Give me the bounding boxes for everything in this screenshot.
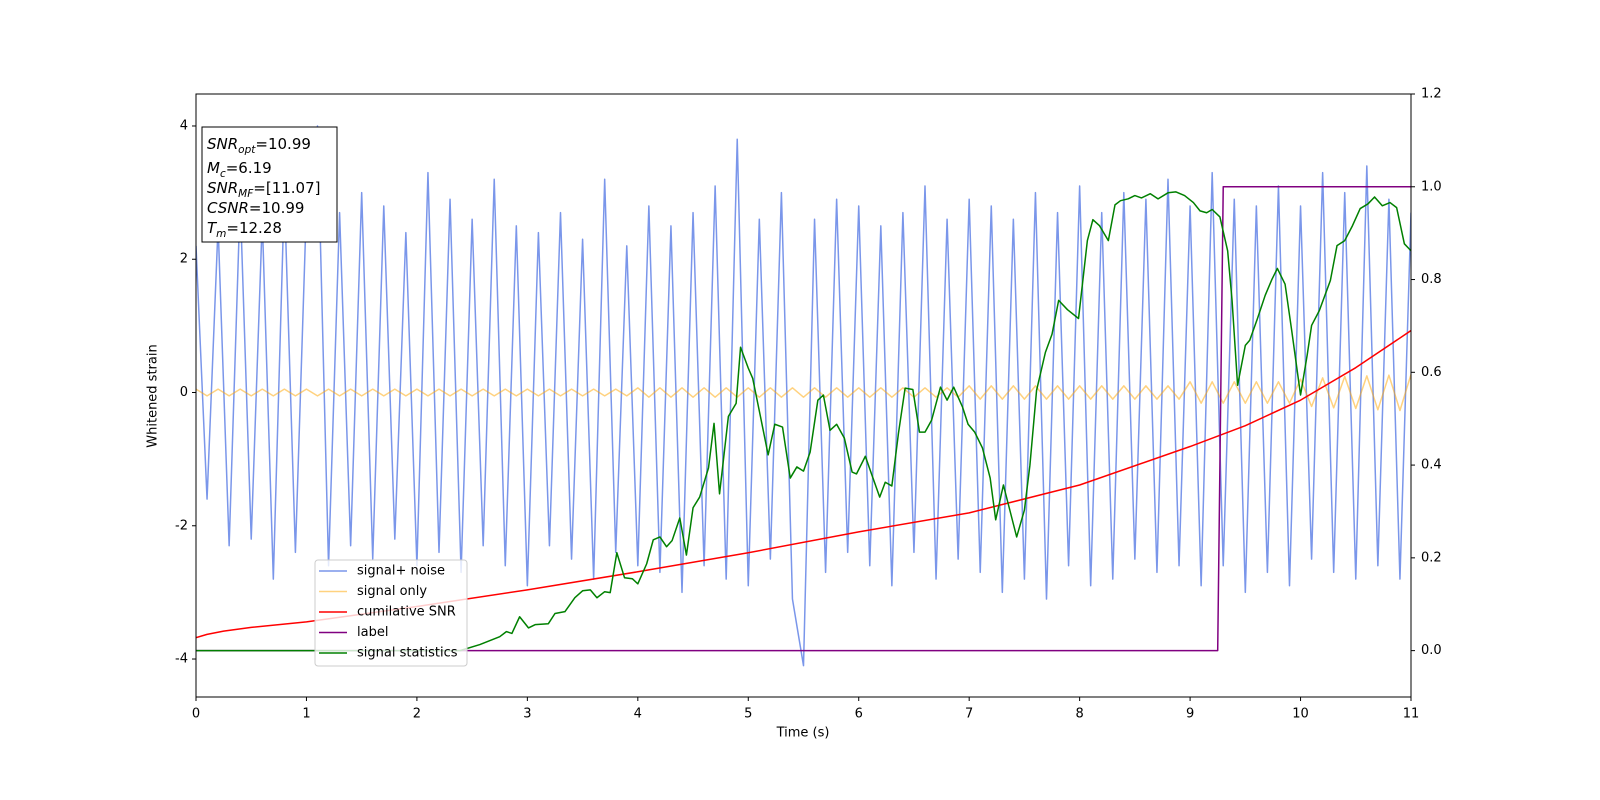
- x-tick-label: 8: [1075, 707, 1083, 722]
- y2-tick-label: 1.2: [1421, 87, 1442, 102]
- legend-label: cumilative SNR: [357, 605, 456, 620]
- annotation-box: [201, 126, 338, 243]
- annotation-sub: MF: [238, 188, 254, 200]
- y2-tick-label: 0.0: [1421, 643, 1442, 658]
- y-tick-label: -2: [175, 518, 188, 533]
- x-tick-label: 2: [413, 707, 421, 722]
- x-tick-label: 5: [744, 707, 752, 722]
- legend-label: signal only: [357, 584, 427, 599]
- y2-tick-label: 1.0: [1421, 179, 1442, 194]
- y2-tick-label: 0.2: [1421, 550, 1442, 565]
- x-tick-label: 3: [523, 707, 531, 722]
- legend-label: label: [357, 625, 388, 640]
- y2-tick-label: 0.4: [1421, 458, 1442, 473]
- annotation-main: SNR: [207, 135, 238, 153]
- annotation-main: M: [207, 159, 220, 177]
- legend-box: [314, 559, 468, 667]
- x-tick-label: 6: [855, 707, 863, 722]
- y2-tick-label: 0.6: [1421, 365, 1442, 380]
- x-tick-label: 9: [1186, 707, 1194, 722]
- x-tick-label: 11: [1403, 707, 1420, 722]
- annotation-value: =[11.07]: [253, 179, 320, 197]
- annotation-sub: opt: [238, 144, 256, 156]
- plot-area: [196, 125, 1411, 667]
- annotation-value: =10.99: [255, 135, 311, 153]
- legend-label: signal statistics: [357, 646, 458, 661]
- x-tick-label: 4: [634, 707, 642, 722]
- annotation: SNRMF=[11.07]: [207, 179, 321, 200]
- series-line: [196, 329, 1411, 639]
- y-tick-label: 2: [180, 252, 188, 267]
- annotation-main: SNR: [207, 179, 238, 197]
- legend-label: signal+ noise: [357, 564, 445, 579]
- axes-frame: [195, 93, 1412, 698]
- x-tick-label: 1: [302, 707, 310, 722]
- annotation-main: T: [207, 219, 218, 237]
- annotation: SNRopt=10.99: [207, 135, 311, 156]
- annotation-main: CSNR: [207, 199, 249, 217]
- x-tick-label: 0: [192, 707, 200, 722]
- series-line: [196, 374, 1411, 412]
- y-axis-label: Whitened strain: [146, 344, 161, 447]
- annotation-sub: m: [216, 228, 226, 240]
- series-line: [196, 191, 1411, 652]
- y-tick-label: 4: [180, 118, 188, 133]
- annotation-value: =6.19: [226, 159, 272, 177]
- x-tick-label: 7: [965, 707, 973, 722]
- y-tick-label: -4: [175, 652, 188, 667]
- annotation: Mc=6.19: [207, 159, 272, 180]
- x-tick-label: 10: [1292, 707, 1309, 722]
- y-tick-label: 0: [180, 385, 188, 400]
- annotation-sub: c: [220, 168, 226, 180]
- series-line: [196, 125, 1411, 667]
- annotation-value: =10.99: [249, 199, 305, 217]
- y2-tick-label: 0.8: [1421, 272, 1442, 287]
- series-line: [196, 186, 1411, 652]
- annotation: Tm=12.28: [207, 219, 282, 240]
- annotation: CSNR=10.99: [207, 199, 304, 217]
- x-axis-label: Time (s): [776, 726, 830, 741]
- annotation-value: =12.28: [226, 219, 282, 237]
